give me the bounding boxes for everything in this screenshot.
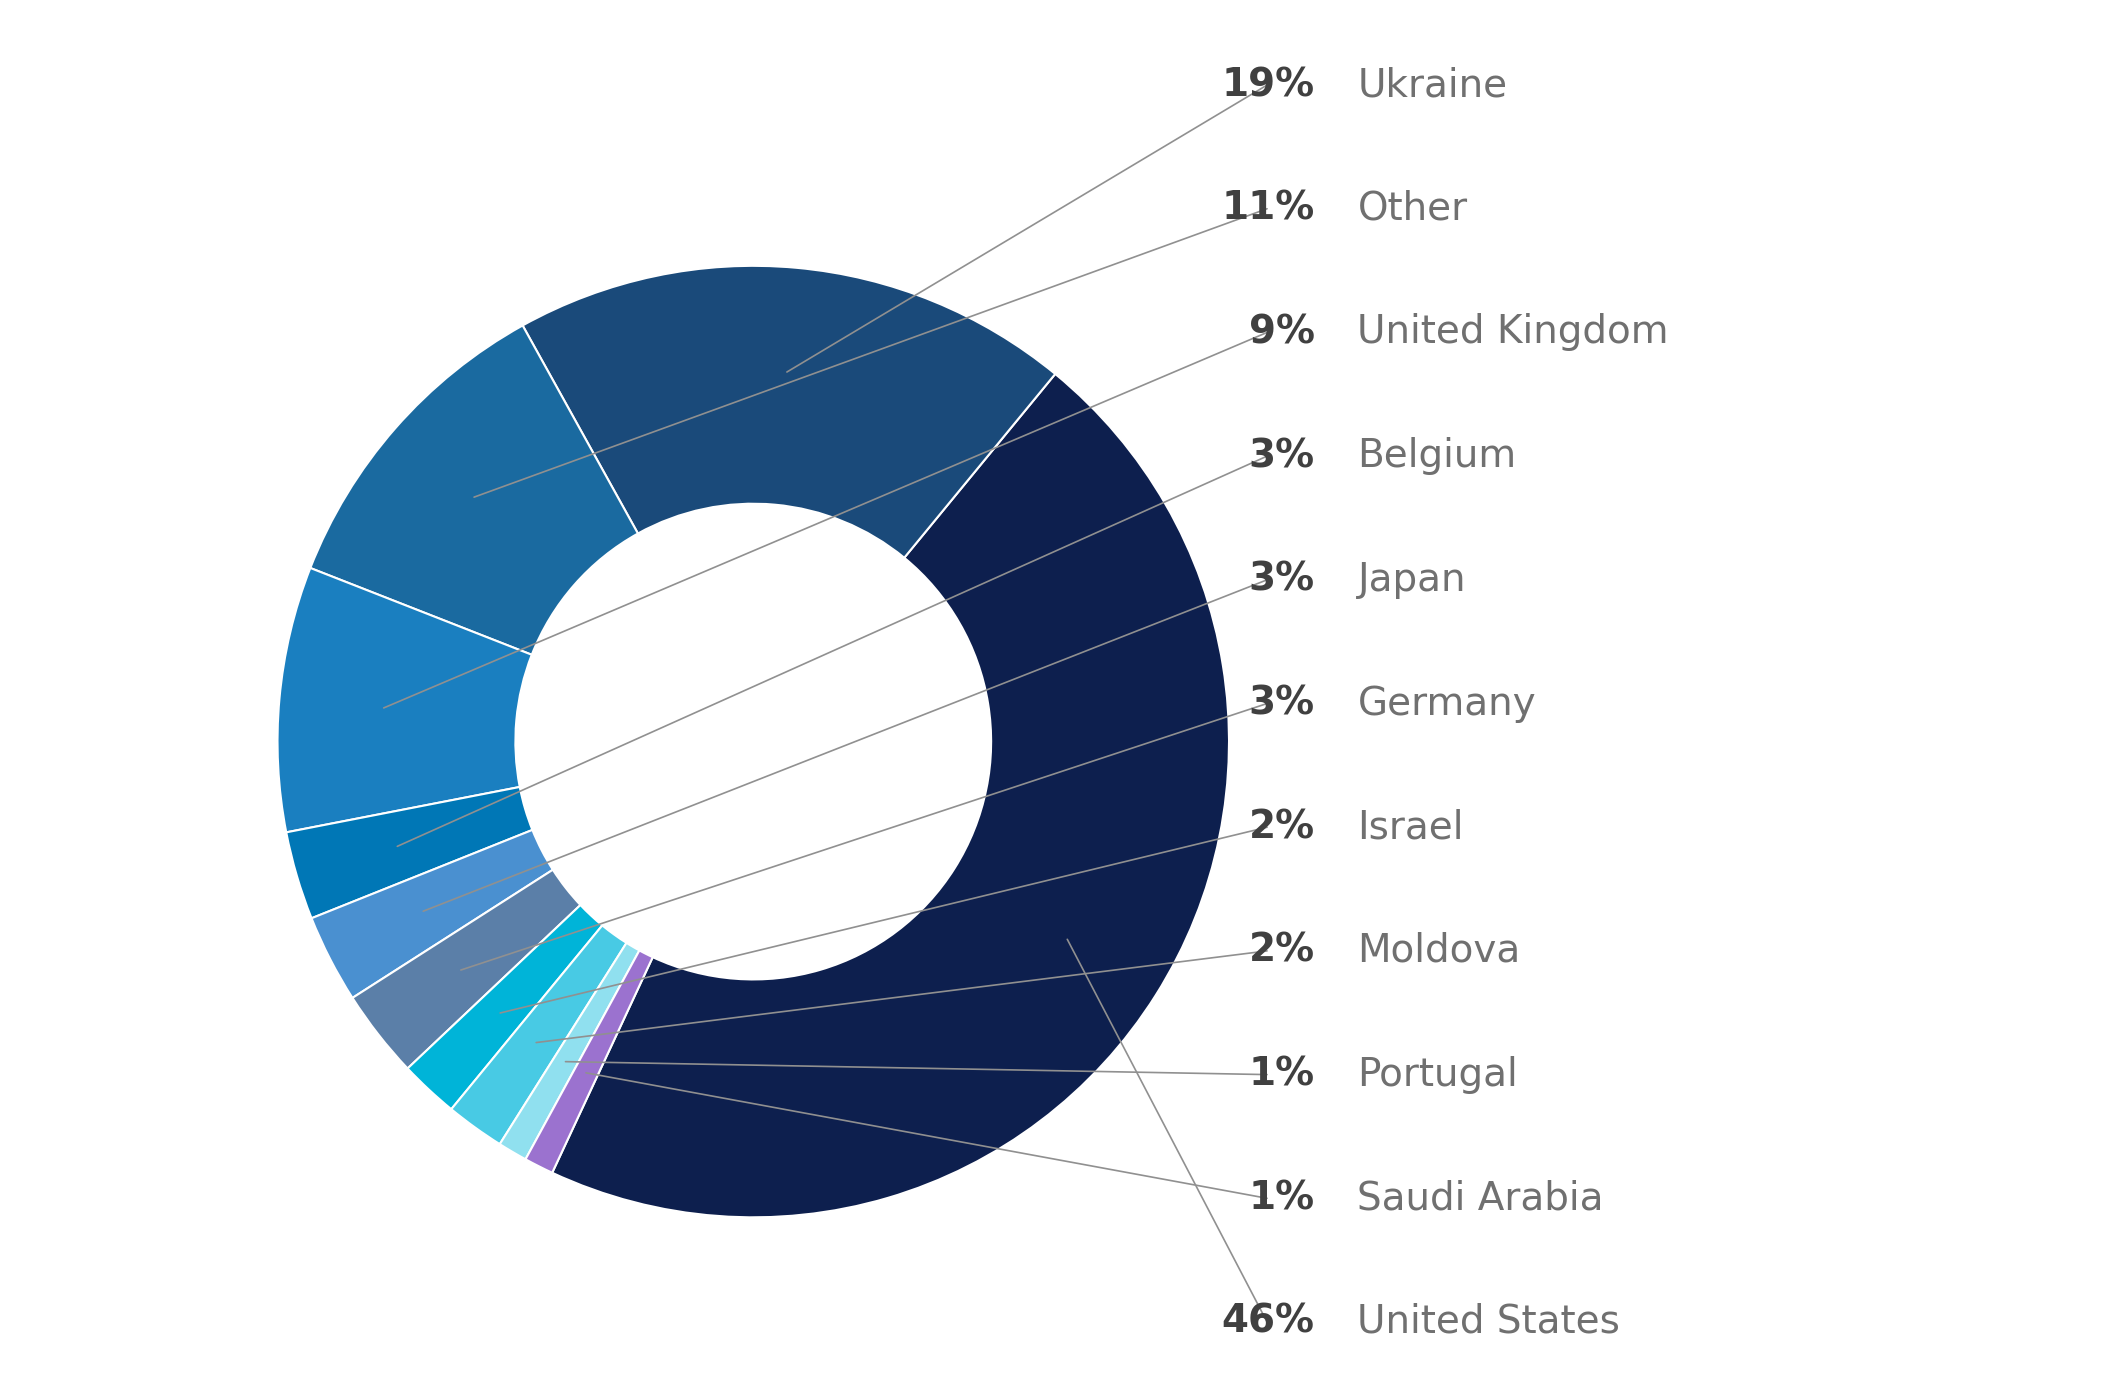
Wedge shape (525, 951, 652, 1173)
Wedge shape (408, 905, 601, 1109)
Text: Saudi Arabia: Saudi Arabia (1358, 1180, 1604, 1217)
Text: 3%: 3% (1250, 684, 1315, 723)
Wedge shape (523, 266, 1056, 558)
Wedge shape (278, 568, 531, 833)
Wedge shape (353, 870, 580, 1069)
Text: United Kingdom: United Kingdom (1358, 314, 1668, 351)
Wedge shape (310, 325, 638, 655)
Text: 3%: 3% (1250, 437, 1315, 475)
Text: 1%: 1% (1250, 1180, 1315, 1217)
Wedge shape (287, 787, 533, 919)
Text: 1%: 1% (1250, 1056, 1315, 1094)
Text: Israel: Israel (1358, 808, 1464, 847)
Text: Germany: Germany (1358, 684, 1536, 723)
Text: 19%: 19% (1222, 67, 1315, 104)
Text: 3%: 3% (1250, 561, 1315, 598)
Text: Ukraine: Ukraine (1358, 67, 1507, 104)
Wedge shape (450, 926, 627, 1144)
Text: Japan: Japan (1358, 561, 1466, 598)
Wedge shape (499, 942, 640, 1159)
Text: Belgium: Belgium (1358, 437, 1517, 475)
Text: Moldova: Moldova (1358, 931, 1522, 970)
Wedge shape (312, 830, 552, 998)
Text: 46%: 46% (1222, 1303, 1315, 1341)
Text: Other: Other (1358, 190, 1468, 228)
Text: 2%: 2% (1250, 808, 1315, 847)
Text: 2%: 2% (1250, 931, 1315, 970)
Text: United States: United States (1358, 1303, 1621, 1341)
Text: 11%: 11% (1222, 190, 1315, 228)
Wedge shape (552, 373, 1228, 1217)
Text: Portugal: Portugal (1358, 1056, 1517, 1094)
Text: 9%: 9% (1250, 314, 1315, 351)
